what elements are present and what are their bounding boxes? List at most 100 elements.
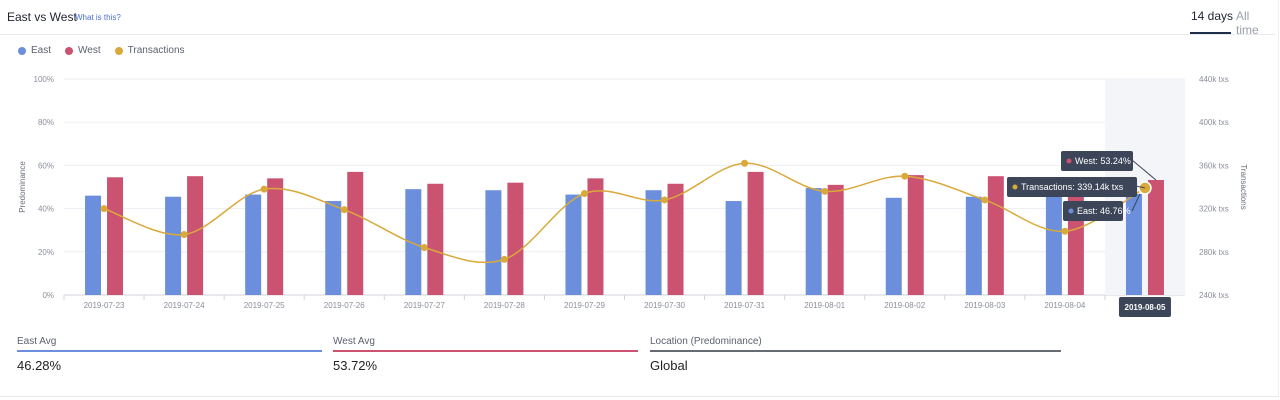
y-tick-right: 440k txs bbox=[1199, 75, 1229, 84]
bar-west[interactable] bbox=[427, 183, 444, 295]
bar-west[interactable] bbox=[187, 176, 204, 295]
bar-east[interactable] bbox=[645, 190, 662, 295]
legend-east-label: East bbox=[31, 45, 52, 56]
y-axis-label-right: Transactions bbox=[1239, 164, 1248, 210]
transactions-point[interactable] bbox=[260, 185, 268, 193]
bar-east[interactable] bbox=[1125, 193, 1142, 295]
tooltip-connector-east bbox=[1131, 193, 1141, 212]
transactions-point[interactable] bbox=[741, 159, 749, 167]
transactions-point[interactable] bbox=[180, 231, 188, 239]
x-tick-label: 2019-07-24 bbox=[164, 301, 205, 310]
stat-location-label: Location (Predominance) bbox=[650, 336, 762, 347]
bar-east[interactable] bbox=[965, 196, 982, 295]
x-tick-label: 2019-08-02 bbox=[884, 301, 925, 310]
tooltip-west-swatch bbox=[1066, 158, 1072, 164]
tooltip-east-box bbox=[1063, 201, 1123, 221]
east-west-chart[interactable]: 0% 20% 40% 60% 80% 100% 240k txs 280k txs 320k t… bbox=[0, 0, 1280, 330]
stat-east-avg: East Avg 46.28% bbox=[17, 336, 322, 373]
x-label-highlight-box bbox=[1118, 297, 1171, 317]
y-tick-left: 20% bbox=[38, 248, 54, 257]
transactions-point[interactable] bbox=[420, 243, 428, 251]
transactions-point[interactable] bbox=[661, 196, 669, 204]
y-tick-left: 100% bbox=[34, 75, 54, 84]
bar-west[interactable] bbox=[827, 184, 844, 295]
transactions-point[interactable] bbox=[821, 187, 829, 195]
x-tick-label-highlight: 2019-08-05 bbox=[1125, 303, 1166, 312]
legend-west-swatch bbox=[65, 46, 74, 55]
bar-west[interactable] bbox=[1147, 180, 1164, 295]
bar-west[interactable] bbox=[267, 178, 284, 295]
y-tick-right: 240k txs bbox=[1199, 291, 1229, 300]
x-tick-label: 2019-07-26 bbox=[324, 301, 365, 310]
stat-west-avg-line bbox=[333, 350, 638, 352]
legend-item-transactions[interactable]: Transactions bbox=[114, 45, 185, 56]
legend-transactions-swatch bbox=[114, 46, 123, 55]
y-tick-right: 400k txs bbox=[1199, 118, 1229, 127]
transactions-point[interactable] bbox=[580, 189, 588, 197]
stat-location: Location (Predominance) Global bbox=[650, 336, 1061, 373]
bar-west[interactable] bbox=[667, 183, 684, 295]
bar-east[interactable] bbox=[85, 195, 102, 295]
tooltip-connector-west bbox=[1131, 159, 1157, 181]
y-tick-right: 360k txs bbox=[1199, 161, 1229, 170]
stat-west-avg-label: West Avg bbox=[333, 336, 375, 347]
stat-east-avg-label: East Avg bbox=[17, 336, 57, 347]
x-tick-label: 2019-08-04 bbox=[1044, 301, 1085, 310]
tooltip-west-box bbox=[1061, 151, 1133, 171]
bar-east[interactable] bbox=[1045, 194, 1062, 295]
bar-east[interactable] bbox=[165, 196, 182, 295]
bar-west[interactable] bbox=[347, 171, 364, 295]
stat-location-line bbox=[650, 350, 1061, 352]
bar-east[interactable] bbox=[245, 194, 262, 295]
active-tab-indicator bbox=[1190, 32, 1231, 34]
x-tick-label: 2019-07-28 bbox=[484, 301, 525, 310]
bar-east[interactable] bbox=[725, 201, 742, 295]
tooltip-transactions-text: Transactions: 339.14k txs bbox=[1021, 182, 1124, 192]
bar-east[interactable] bbox=[805, 188, 822, 295]
transactions-point[interactable] bbox=[1061, 227, 1069, 235]
stat-east-avg-line bbox=[17, 350, 322, 352]
x-tick-label: 2019-07-27 bbox=[404, 301, 445, 310]
y-tick-right: 280k txs bbox=[1199, 248, 1229, 257]
bar-east[interactable] bbox=[885, 197, 902, 295]
range-tab-all-time[interactable]: All time bbox=[1236, 9, 1259, 37]
bar-east[interactable] bbox=[325, 201, 342, 295]
transactions-point[interactable] bbox=[901, 172, 909, 180]
stat-location-value: Global bbox=[650, 358, 688, 373]
chart-title: East vs West bbox=[7, 10, 77, 24]
range-tab-14-days[interactable]: 14 days bbox=[1191, 9, 1234, 23]
chart-legend: East West Transactions bbox=[18, 45, 185, 56]
bar-west[interactable] bbox=[747, 171, 764, 295]
x-tick-label: 2019-07-23 bbox=[84, 301, 125, 310]
y-axis-label-left: Predominance bbox=[18, 161, 27, 213]
bar-west[interactable] bbox=[507, 182, 524, 295]
bar-east[interactable] bbox=[485, 190, 502, 295]
bar-west[interactable] bbox=[107, 177, 124, 295]
y-tick-left: 60% bbox=[38, 161, 54, 170]
transactions-point[interactable] bbox=[340, 206, 348, 214]
legend-item-east[interactable]: East bbox=[18, 45, 51, 56]
tooltip-east-text: East: 46.76% bbox=[1077, 206, 1131, 216]
transactions-point[interactable] bbox=[500, 255, 508, 263]
tooltip-west-text: West: 53.24% bbox=[1075, 156, 1131, 166]
y-tick-left: 40% bbox=[38, 205, 54, 214]
x-tick-label: 2019-07-30 bbox=[644, 301, 685, 310]
transactions-point[interactable] bbox=[981, 196, 989, 204]
legend-item-west[interactable]: West bbox=[65, 45, 101, 56]
x-tick-label: 2019-07-29 bbox=[564, 301, 605, 310]
y-tick-left: 0% bbox=[42, 291, 54, 300]
tooltip-east-swatch bbox=[1068, 208, 1074, 214]
transactions-point[interactable] bbox=[100, 205, 108, 213]
tooltip-connector-transactions bbox=[1135, 185, 1146, 189]
y-tick-right: 320k txs bbox=[1199, 205, 1229, 214]
bar-east[interactable] bbox=[405, 189, 422, 295]
bar-east[interactable] bbox=[565, 194, 582, 295]
bar-west[interactable] bbox=[987, 176, 1004, 295]
stat-west-avg-value: 53.72% bbox=[333, 358, 378, 373]
bar-west[interactable] bbox=[907, 175, 924, 295]
legend-east-swatch bbox=[18, 46, 26, 55]
bar-west[interactable] bbox=[587, 178, 604, 295]
y-tick-left: 80% bbox=[38, 118, 54, 127]
legend-transactions-label: Transactions bbox=[127, 45, 185, 56]
help-link[interactable]: What is this? bbox=[75, 13, 121, 22]
